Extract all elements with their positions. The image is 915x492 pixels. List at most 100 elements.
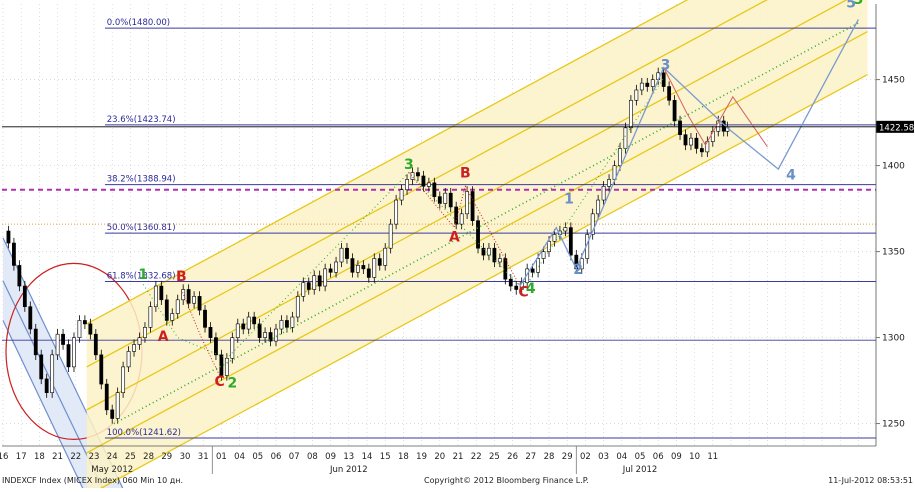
candle-body — [323, 268, 328, 287]
wave-label: B — [176, 269, 187, 285]
candle-body — [421, 175, 426, 187]
candle-body — [454, 206, 459, 225]
candle-body — [618, 148, 622, 166]
candle-body — [694, 137, 699, 149]
candle-body — [17, 265, 22, 287]
candle-body — [295, 296, 300, 318]
candle-body — [33, 328, 38, 356]
candle-body — [143, 327, 147, 338]
x-tick-label: 27 — [525, 452, 536, 462]
x-tick-label: 05 — [635, 452, 646, 462]
y-tick-label: 1450 — [882, 76, 905, 86]
candle-body — [601, 186, 606, 201]
candle-body — [197, 296, 202, 311]
candle-body — [645, 82, 650, 87]
wave-label: 5 — [846, 0, 856, 11]
candle-body — [541, 251, 546, 259]
wave-label: 3 — [404, 157, 414, 173]
candle-body — [448, 192, 453, 208]
candle-body — [426, 182, 431, 187]
candle-body — [203, 309, 207, 328]
candle-body — [83, 320, 87, 325]
candle-body — [99, 354, 104, 385]
candle-body — [241, 323, 246, 330]
rising-channel-line — [86, 0, 689, 325]
declining-channel-lower — [2, 320, 84, 490]
candle-body — [530, 268, 535, 273]
rising-channel-line — [92, 73, 868, 492]
candle-body — [66, 344, 71, 368]
candle-body — [219, 354, 224, 376]
candle-body — [650, 79, 655, 87]
candle-body — [399, 189, 404, 201]
x-tick-label: 03 — [598, 452, 609, 462]
y-tick-label: 1400 — [882, 162, 905, 172]
fibonacci-label: 100.0%(1241.62) — [107, 428, 181, 438]
fibonacci-label: 50.0%(1360.81) — [107, 223, 176, 233]
x-tick-label: 29 — [562, 452, 573, 462]
candle-body — [568, 227, 573, 256]
candle-body — [257, 323, 262, 338]
candle-body — [132, 344, 136, 352]
candle-body — [361, 265, 366, 270]
wave-label: 4 — [786, 167, 796, 183]
x-tick-label: 25 — [125, 452, 136, 462]
candle-body — [235, 323, 240, 338]
candle-body — [72, 337, 76, 368]
candle-body — [121, 366, 126, 393]
candle-body — [394, 199, 399, 225]
candle-body — [596, 199, 601, 215]
candle-body — [405, 179, 409, 191]
wave-label: A — [158, 329, 169, 345]
x-tick-label: 04 — [234, 452, 245, 462]
x-tick-label: 26 — [507, 452, 518, 462]
candle-body — [44, 378, 49, 393]
x-tick-label: 02 — [580, 452, 591, 462]
candle-body — [159, 285, 164, 301]
wave-label: 1 — [138, 267, 148, 283]
x-tick-label: 06 — [271, 452, 282, 462]
price-series — [6, 67, 730, 424]
candle-body — [508, 278, 513, 287]
x-tick-label: 05 — [252, 452, 263, 462]
candle-body — [481, 247, 486, 256]
x-tick-label: 24 — [107, 452, 118, 462]
y-tick-label: 1300 — [882, 334, 905, 344]
candle-body — [301, 282, 306, 297]
timestamp-label: 11-Jul-2012 08:53:51 — [828, 476, 913, 485]
green-trend-dotted — [113, 22, 859, 425]
candle-body — [214, 337, 218, 356]
x-tick-label: 25 — [489, 452, 500, 462]
x-tick-label: 06 — [653, 452, 664, 462]
candle-body — [186, 289, 191, 304]
y-tick-label: 1350 — [882, 248, 905, 258]
wave-label: 4 — [526, 281, 536, 297]
x-tick-label: 23 — [89, 452, 100, 462]
candle-body — [192, 296, 197, 304]
candle-body — [93, 333, 98, 356]
x-tick-label: 31 — [198, 452, 209, 462]
candle-body — [345, 247, 349, 259]
candle-body — [628, 100, 633, 129]
candle-body — [355, 265, 360, 273]
x-tick-label: 09 — [671, 452, 682, 462]
wave-labels: 1 2 3 4 5 A B C B A C 1 2 3 4 5 — [138, 0, 863, 392]
fibonacci-label: 23.6%(1423.74) — [107, 115, 176, 125]
x-tick-label: 18 — [34, 452, 45, 462]
candle-body — [689, 137, 693, 146]
wave-label: 1 — [564, 192, 574, 208]
candle-body — [547, 241, 551, 252]
candle-body — [170, 313, 175, 321]
x-tick-label: 08 — [307, 452, 318, 462]
candle-body — [126, 351, 131, 368]
month-label: Jul 2012 — [622, 465, 658, 475]
x-tick-label: 22 — [70, 452, 81, 462]
wave-projection-lines — [113, 19, 859, 425]
candle-body — [12, 242, 16, 266]
candle-body — [487, 247, 491, 256]
x-tick-label: 18 — [398, 452, 409, 462]
candle-body — [410, 172, 415, 180]
candle-body — [263, 332, 267, 338]
